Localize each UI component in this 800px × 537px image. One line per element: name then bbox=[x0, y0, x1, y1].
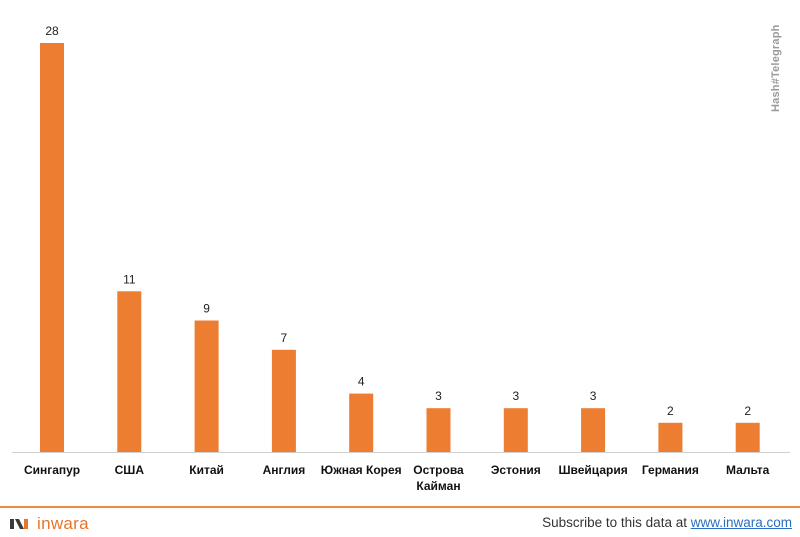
data-label: 2 bbox=[744, 404, 751, 418]
data-label: 3 bbox=[512, 389, 519, 403]
bar bbox=[40, 43, 64, 452]
data-label: 28 bbox=[45, 24, 59, 38]
subscribe-text: Subscribe to this data at bbox=[542, 515, 691, 530]
category-label: США bbox=[115, 463, 145, 477]
bar bbox=[503, 408, 528, 452]
category-label: Китай bbox=[189, 463, 224, 477]
category-label: Сингапур bbox=[24, 463, 80, 477]
inwara-link[interactable]: www.inwara.com bbox=[690, 515, 792, 530]
bar bbox=[581, 408, 606, 452]
bar bbox=[426, 408, 451, 452]
category-label: Эстония bbox=[491, 463, 541, 477]
category-label: Острова Кайман bbox=[413, 463, 464, 493]
category-label: Южная Корея bbox=[321, 463, 402, 477]
bar-chart: 28 Сингапур 11 США 9 Китай 7 Англия 4 Южная Корея… bbox=[12, 24, 790, 493]
logo-text: inwara bbox=[37, 514, 89, 533]
data-label: 2 bbox=[667, 404, 674, 418]
inwara-logo-icon bbox=[10, 519, 28, 529]
data-label: 7 bbox=[281, 331, 288, 345]
data-label: 11 bbox=[123, 272, 136, 286]
data-label: 3 bbox=[435, 389, 442, 403]
data-label: 4 bbox=[358, 375, 365, 389]
category-label: Мальта bbox=[726, 463, 770, 477]
bar bbox=[194, 320, 219, 452]
category-label: Англия bbox=[263, 463, 306, 477]
subscribe-note: Subscribe to this data at www.inwara.com bbox=[542, 515, 792, 530]
footer-divider bbox=[0, 506, 800, 508]
data-label: 9 bbox=[203, 302, 210, 316]
category-label: Швейцария bbox=[558, 463, 627, 477]
inwara-logo[interactable]: inwara bbox=[10, 514, 89, 534]
bar bbox=[117, 291, 142, 452]
watermark: Hash#Telegraph bbox=[770, 24, 782, 112]
bar bbox=[735, 422, 760, 452]
data-label: 3 bbox=[590, 389, 597, 403]
bar bbox=[271, 349, 296, 453]
category-label: Германия bbox=[642, 463, 699, 477]
bar bbox=[658, 422, 683, 452]
bar bbox=[349, 393, 374, 452]
